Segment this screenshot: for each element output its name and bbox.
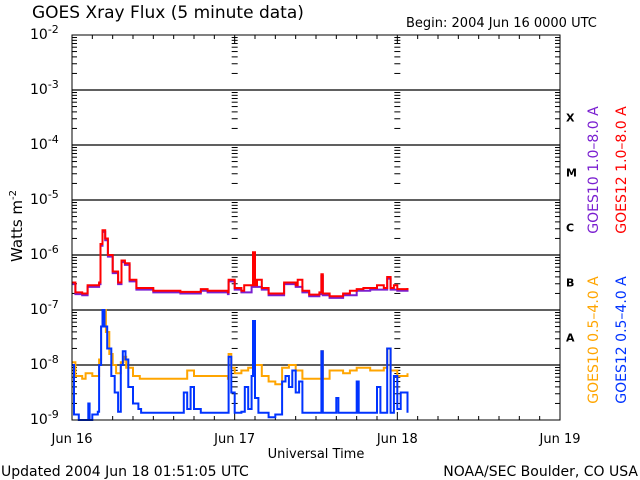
legend-entry: GOES10 1.0–8.0 A: [586, 106, 602, 234]
x-tick-label: Jun 18: [376, 432, 418, 447]
x-axis-label: Universal Time: [268, 447, 365, 462]
plot-frame: [71, 34, 561, 421]
flare-class-a: A: [566, 332, 575, 345]
flare-class-c: C: [566, 222, 574, 235]
credit-label: NOAA/SEC Boulder, CO USA: [443, 464, 638, 480]
series-lines: [72, 229, 409, 421]
x-tick-label: Jun 17: [213, 432, 255, 447]
x-tick-label: Jun 19: [539, 432, 581, 447]
y-axis-label: Watts m-2: [8, 190, 26, 262]
grid-lines: [71, 35, 561, 420]
x-tick-labels: Jun 16 Jun 17 Jun 18 Jun 19: [51, 432, 581, 447]
y-tick-label: 10-8: [30, 353, 59, 373]
x-tick-label: Jun 16: [51, 432, 93, 447]
y-tick-label: 10-7: [30, 298, 59, 318]
legend-entry: GOES12 0.5–4.0 A: [614, 276, 630, 404]
flare-class-labels: X M C B A: [566, 112, 577, 345]
flare-class-x: X: [566, 112, 575, 125]
begin-label: Begin: 2004 Jun 16 0000 UTC: [406, 16, 597, 31]
series-line-goes12-0-5-4-0-a: [72, 309, 409, 421]
y-tick-labels: 10-2 10-3 10-4 10-5 10-6 10-7 10-8 10-9: [30, 23, 59, 428]
updated-timestamp: Updated 2004 Jun 18 01:51:05 UTC: [1, 464, 249, 480]
y-tick-label: 10-9: [30, 408, 59, 428]
legend: GOES10 1.0–8.0 A GOES12 1.0–8.0 A GOES10 0…: [586, 106, 630, 404]
y-tick-label: 10-4: [30, 133, 59, 153]
y-tick-label: 10-3: [30, 78, 59, 98]
flare-class-m: M: [566, 167, 577, 180]
legend-entry: GOES12 1.0–8.0 A: [614, 106, 630, 234]
series-line-goes10-0-5-4-0-a: [72, 309, 409, 386]
y-tick-label: 10-2: [30, 23, 59, 43]
flare-class-b: B: [566, 277, 574, 290]
y-tick-label: 10-5: [30, 188, 59, 208]
series-line-goes12-1-0-8-0-a: [72, 229, 409, 298]
y-tick-label: 10-6: [30, 243, 59, 263]
chart-title: GOES Xray Flux (5 minute data): [32, 3, 304, 23]
legend-entry: GOES10 0.5–4.0 A: [586, 276, 602, 404]
